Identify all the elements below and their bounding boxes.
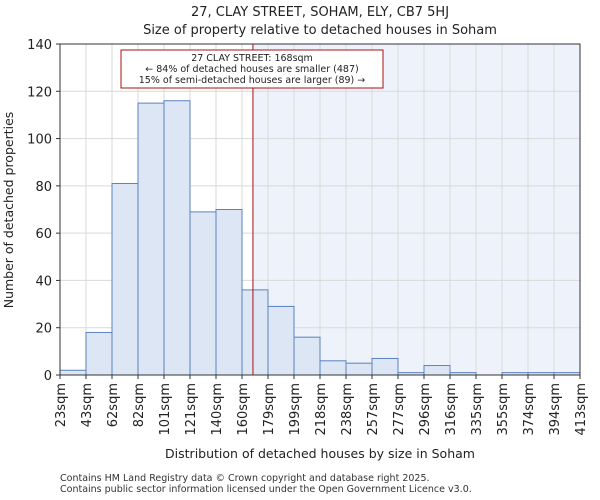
y-tick-label: 0 [44, 369, 52, 384]
x-tick-label: 374sqm [522, 383, 537, 436]
y-tick-label: 40 [35, 274, 52, 289]
x-tick-label: 238sqm [340, 383, 355, 436]
histogram-bar [241, 289, 269, 376]
x-tick-label: 277sqm [392, 383, 407, 436]
x-tick-label: 23sqm [54, 383, 69, 427]
x-tick-label: 316sqm [444, 383, 459, 436]
histogram-bar [345, 362, 373, 376]
histogram-chart: 27, CLAY STREET, SOHAM, ELY, CB7 5HJ Siz… [1, 5, 589, 461]
footer-line-1: Contains HM Land Registry data © Crown c… [60, 473, 430, 484]
histogram-bar [371, 357, 399, 376]
x-tick-label: 160sqm [236, 383, 251, 436]
plot-frame [59, 43, 581, 376]
attribution-footer: Contains HM Land Registry data © Crown c… [60, 473, 472, 495]
histogram-bar [423, 365, 451, 376]
annotation-line: 27 CLAY STREET: 168sqm [191, 53, 313, 64]
x-tick-label: 62sqm [106, 383, 121, 427]
x-tick-label: 413sqm [574, 383, 589, 436]
shaded-region [252, 44, 580, 375]
x-tick-label: 101sqm [158, 383, 173, 436]
annotation-box [120, 49, 384, 89]
y-axis-label: Number of detached properties [1, 112, 16, 309]
chart-subtitle: Size of property relative to detached ho… [143, 23, 497, 38]
y-tick-label: 60 [35, 227, 52, 242]
histogram-bar [215, 209, 243, 376]
annotation-line: ← 84% of detached houses are smaller (48… [145, 64, 358, 75]
x-axis-label: Distribution of detached houses by size … [165, 446, 475, 461]
x-tick-label: 140sqm [210, 383, 225, 436]
x-tick-label: 82sqm [132, 383, 147, 427]
histogram-bar [189, 211, 217, 376]
histogram-bar [85, 331, 113, 376]
histogram-bar [293, 336, 321, 376]
y-tick-label: 80 [35, 180, 52, 195]
histogram-bar [111, 182, 139, 376]
x-tick-label: 218sqm [314, 383, 329, 436]
histogram-bar [319, 360, 347, 376]
x-tick-label: 257sqm [366, 383, 381, 436]
histogram-bar [267, 305, 295, 376]
y-tick-label: 20 [35, 322, 52, 337]
y-tick-label: 120 [27, 85, 52, 100]
annotation-line: 15% of semi-detached houses are larger (… [139, 75, 366, 86]
y-tick-label: 140 [27, 38, 52, 53]
footer-line-2: Contains public sector information licen… [60, 484, 472, 495]
x-tick-label: 335sqm [470, 383, 485, 436]
x-tick-label: 43sqm [80, 383, 95, 427]
x-tick-label: 394sqm [548, 383, 563, 436]
histogram-bar [163, 100, 191, 376]
x-tick-label: 296sqm [418, 383, 433, 436]
x-tick-label: 355sqm [496, 383, 511, 436]
y-tick-label: 100 [27, 133, 52, 148]
x-tick-label: 121sqm [184, 383, 199, 436]
histogram-bar [59, 369, 87, 376]
x-tick-label: 179sqm [262, 383, 277, 436]
x-tick-label: 199sqm [288, 383, 303, 436]
histogram-bar [137, 102, 165, 376]
chart-title: 27, CLAY STREET, SOHAM, ELY, CB7 5HJ [191, 5, 449, 20]
